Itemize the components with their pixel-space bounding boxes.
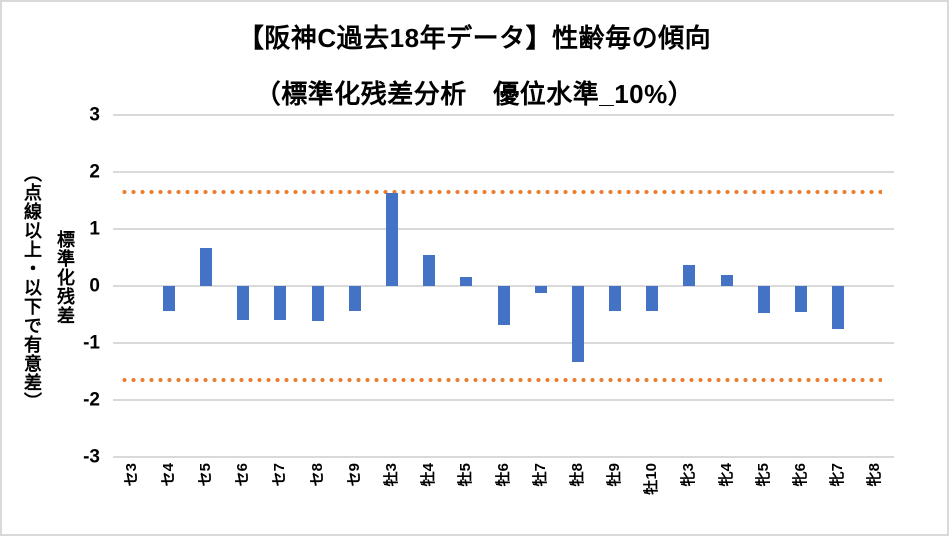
bar-牡5 bbox=[460, 277, 473, 286]
significance-threshold-upper bbox=[120, 189, 882, 195]
y-axis-tick-label: 0 bbox=[89, 275, 100, 297]
x-axis-label-牝3: 牝3 bbox=[680, 463, 698, 487]
bar-セ9 bbox=[348, 286, 361, 311]
y-axis-tick-label: 1 bbox=[89, 218, 100, 240]
x-axis-label-牡5: 牡5 bbox=[457, 463, 475, 487]
chart-title-line1: 【阪神C過去18年データ】性齢毎の傾向 bbox=[237, 23, 712, 53]
x-axis-label-セ3: セ3 bbox=[122, 463, 140, 487]
bar-牝5 bbox=[757, 286, 770, 313]
bar-牝3 bbox=[683, 264, 696, 286]
bar-牡9 bbox=[609, 286, 622, 312]
bar-牡6 bbox=[497, 286, 510, 325]
y-axis-tick-label: -1 bbox=[83, 332, 100, 354]
x-axis-label-牝8: 牝8 bbox=[866, 463, 884, 487]
x-axis-label-牡8: 牡8 bbox=[568, 463, 586, 487]
x-axis-labels: セ3 セ4 セ5 セ6 セ7 セ8 セ9 牡3 牡4 牡5 牡6 牡7 牡8 牡9 牡10 牝3 牝4 牝5 牝6 牝… bbox=[113, 461, 894, 521]
gridline bbox=[113, 399, 894, 401]
y-axis-subtitle: （点線以上・以下で有意差） bbox=[22, 164, 42, 411]
bar-牝6 bbox=[795, 286, 808, 313]
gridline bbox=[113, 228, 894, 230]
bar-牝7 bbox=[832, 286, 845, 329]
y-axis-tick-label: 2 bbox=[89, 161, 100, 183]
x-axis-label-セ4: セ4 bbox=[159, 463, 177, 487]
bar-セ5 bbox=[199, 248, 212, 286]
x-axis-label-牝5: 牝5 bbox=[754, 463, 772, 487]
bar-牡8 bbox=[571, 286, 584, 362]
x-axis-label-牝7: 牝7 bbox=[829, 463, 847, 487]
x-axis-label-セ9: セ9 bbox=[345, 463, 363, 487]
bar-セ4 bbox=[162, 286, 175, 311]
x-axis-label-セ7: セ7 bbox=[271, 463, 289, 487]
x-axis-label-牝6: 牝6 bbox=[792, 463, 810, 487]
gridline bbox=[113, 342, 894, 344]
x-axis-label-セ6: セ6 bbox=[234, 463, 252, 487]
bar-セ8 bbox=[311, 286, 324, 321]
significance-threshold-lower bbox=[120, 377, 882, 383]
y-axis-tick-labels: 3 2 1 0 -1 -2 -3 bbox=[66, 106, 100, 467]
bar-セ6 bbox=[237, 286, 250, 321]
gridline bbox=[113, 114, 894, 116]
x-axis-label-牡4: 牡4 bbox=[420, 463, 438, 487]
bar-牡4 bbox=[423, 254, 436, 286]
bar-牡10 bbox=[646, 286, 659, 312]
bar-牝4 bbox=[720, 274, 733, 286]
x-axis-label-牡9: 牡9 bbox=[606, 463, 624, 487]
x-axis-label-牝4: 牝4 bbox=[717, 463, 735, 487]
x-axis-label-牡10: 牡10 bbox=[643, 463, 661, 495]
gridline bbox=[113, 456, 894, 458]
x-axis-label-セ5: セ5 bbox=[196, 463, 214, 487]
plot-area bbox=[113, 114, 894, 458]
gridline bbox=[113, 171, 894, 173]
bar-セ7 bbox=[274, 286, 287, 321]
y-axis-tick-label: 3 bbox=[89, 104, 100, 126]
y-axis-tick-label: -3 bbox=[83, 446, 100, 468]
x-axis-label-牡3: 牡3 bbox=[382, 463, 400, 487]
bar-牡3 bbox=[385, 193, 398, 286]
chart-title-line2: （標準化残差分析 優位水準_10%） bbox=[254, 79, 695, 109]
y-axis-title: 標準化残差 bbox=[55, 230, 75, 325]
x-axis-label-セ8: セ8 bbox=[308, 463, 326, 487]
x-axis-label-牡7: 牡7 bbox=[531, 463, 549, 487]
y-axis-tick-label: -2 bbox=[83, 389, 100, 411]
x-axis-label-牡6: 牡6 bbox=[494, 463, 512, 487]
bar-牡7 bbox=[534, 286, 547, 293]
